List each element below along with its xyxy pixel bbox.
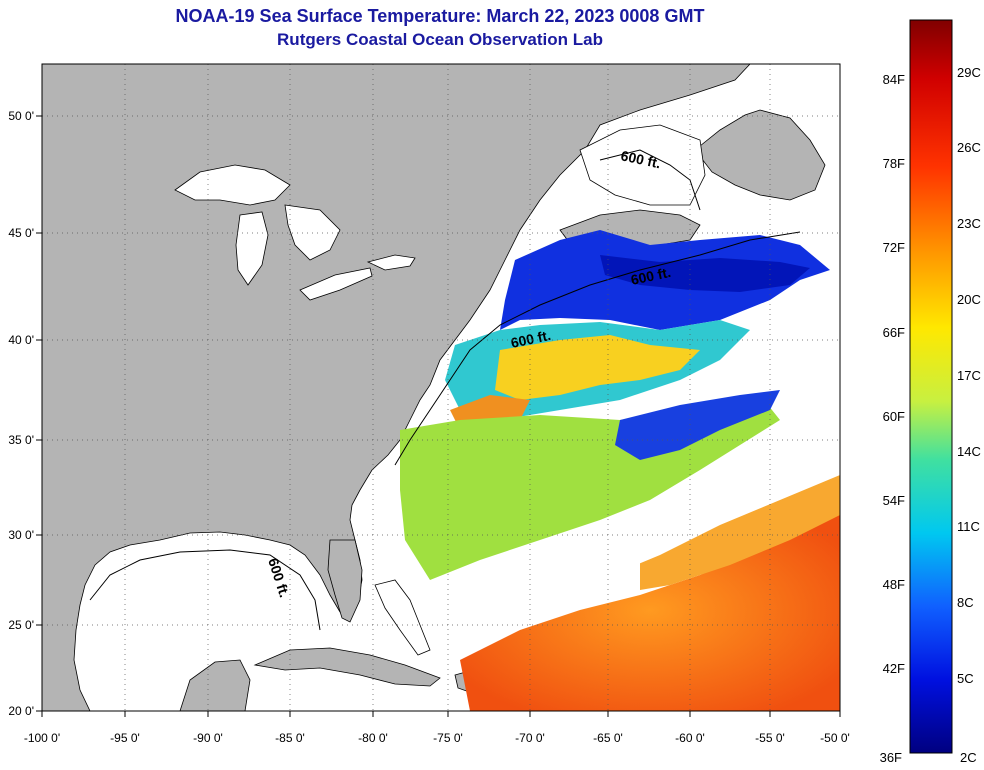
contour-600ft-stlawrence bbox=[599, 149, 701, 211]
cb-label-14c: 14C bbox=[957, 444, 981, 459]
lake-erie bbox=[299, 267, 373, 301]
longitude-axis bbox=[41, 711, 841, 717]
newfoundland-land bbox=[694, 109, 826, 201]
lon-label-55w: -55 0' bbox=[755, 731, 785, 745]
cb-label-66f: 66F bbox=[883, 325, 905, 340]
map-border bbox=[41, 63, 841, 712]
lat-label-50n: 50 0' bbox=[8, 109, 34, 123]
lat-label-30n: 30 0' bbox=[8, 528, 34, 542]
lat-label-25n: 25 0' bbox=[8, 618, 34, 632]
lon-label-90w: -90 0' bbox=[193, 731, 223, 745]
sst-deep-blue-band bbox=[600, 255, 810, 292]
cb-label-11c: 11C bbox=[957, 519, 980, 534]
lake-huron bbox=[284, 204, 341, 261]
cuba-land bbox=[253, 647, 441, 687]
lake-ontario bbox=[366, 254, 416, 271]
lon-label-50w: -50 0' bbox=[820, 731, 850, 745]
lon-label-65w: -65 0' bbox=[593, 731, 623, 745]
cloud-gap bbox=[430, 440, 840, 650]
sst-gulf-stream bbox=[495, 335, 700, 400]
lake-superior bbox=[174, 164, 291, 206]
lon-label-60w: -60 0' bbox=[675, 731, 705, 745]
cb-label-2c: 2C bbox=[960, 750, 977, 765]
lat-label-35n: 35 0' bbox=[8, 433, 34, 447]
latitude-axis bbox=[36, 115, 42, 712]
cb-label-42f: 42F bbox=[883, 661, 905, 676]
cb-label-17c: 17C bbox=[957, 368, 981, 383]
map-area: 600 ft. 600 ft. 600 ft. 600 ft. bbox=[42, 64, 840, 711]
map-subtitle: Rutgers Coastal Ocean Observation Lab bbox=[277, 30, 603, 49]
lon-label-85w: -85 0' bbox=[275, 731, 305, 745]
sst-tropical-warm bbox=[460, 510, 840, 711]
lon-label-95w: -95 0' bbox=[110, 731, 140, 745]
yucatan-land bbox=[179, 659, 251, 711]
sst-subtropical-orange bbox=[640, 475, 840, 590]
cb-label-84f: 84F bbox=[883, 72, 905, 87]
lat-label-45n: 45 0' bbox=[8, 226, 34, 240]
lake-michigan bbox=[235, 211, 269, 286]
lon-label-80w: -80 0' bbox=[358, 731, 388, 745]
cb-label-54f: 54F bbox=[883, 493, 905, 508]
bahamas-banks bbox=[374, 579, 431, 656]
sst-cold-eddy bbox=[615, 390, 780, 460]
cb-label-36f: 36F bbox=[880, 750, 902, 765]
graticule bbox=[42, 64, 840, 711]
lat-label-40n: 40 0' bbox=[8, 333, 34, 347]
lon-label-75w: -75 0' bbox=[433, 731, 463, 745]
lon-label-100w: -100 0' bbox=[24, 731, 60, 745]
cb-label-20c: 20C bbox=[957, 292, 981, 307]
gulf-st-lawrence bbox=[579, 124, 706, 206]
lon-label-70w: -70 0' bbox=[515, 731, 545, 745]
contour-600ft-atlantic bbox=[394, 231, 801, 466]
cb-label-23c: 23C bbox=[957, 216, 981, 231]
florida-land bbox=[327, 539, 363, 623]
cb-label-72f: 72F bbox=[883, 240, 905, 255]
cb-label-8c: 8C bbox=[957, 595, 974, 610]
cb-label-60f: 60F bbox=[883, 409, 905, 424]
contour-600ft-gulf bbox=[89, 549, 321, 631]
temperature-colorbar bbox=[909, 19, 953, 754]
cb-label-26c: 26C bbox=[957, 140, 981, 155]
cb-label-5c: 5C bbox=[957, 671, 974, 686]
cb-label-48f: 48F bbox=[883, 577, 905, 592]
cb-label-29c: 29C bbox=[957, 65, 981, 80]
cb-label-78f: 78F bbox=[883, 156, 905, 171]
lat-label-20n: 20 0' bbox=[8, 704, 34, 718]
map-title: NOAA-19 Sea Surface Temperature: March 2… bbox=[175, 6, 705, 26]
